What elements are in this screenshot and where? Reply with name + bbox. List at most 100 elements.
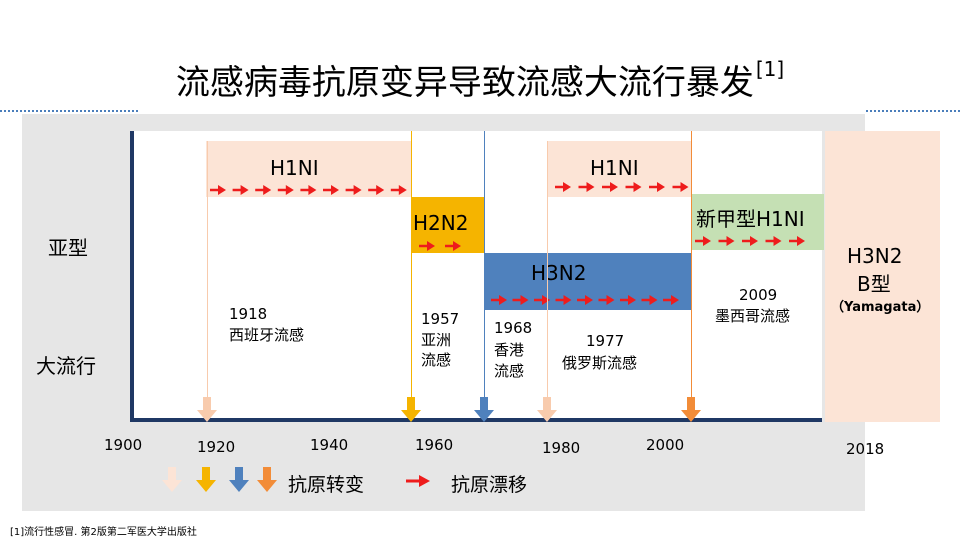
subtype-box-h2n2 (411, 197, 484, 253)
pandemic-year: 1977 (586, 332, 625, 350)
drift-arrow-icon (210, 185, 226, 195)
drift-arrow-icon (255, 185, 272, 195)
drift-arrow-icon (742, 236, 758, 246)
legend-shift-icon-4 (257, 467, 277, 492)
shift-arrow-shape (401, 397, 421, 422)
subtype-label: H1NI (270, 156, 319, 180)
subtype-label-b: B型 (857, 272, 891, 296)
pandemic-name: 香港 (494, 341, 525, 359)
x-tick-label: 2018 (846, 440, 885, 458)
shift-arrow-shape (537, 397, 557, 422)
legend-drift-icon (406, 475, 430, 487)
subtype-label: H1NI (590, 156, 639, 180)
x-axis (130, 418, 822, 422)
x-tick-label: 1960 (415, 436, 454, 454)
pandemic-year: 1957 (421, 310, 460, 328)
drift-arrow-icon (695, 236, 711, 246)
shift-arrow-1968-icon (474, 397, 494, 422)
pandemic-year: 2009 (739, 286, 778, 304)
drift-arrow-icon (534, 295, 550, 305)
legend-shift-icon-2 (196, 467, 216, 492)
subtype-label: 新甲型H1NI (696, 207, 805, 231)
event-line-2009 (691, 131, 692, 398)
event-line-1918 (207, 141, 208, 399)
shift-arrow-1918-icon (197, 397, 217, 422)
drift-arrow-icon (368, 185, 385, 195)
drift-arrow-icon (555, 182, 571, 192)
drift-arrow-icon (625, 182, 642, 192)
pandemic-name: 俄罗斯流感 (562, 354, 638, 372)
shift-arrow-shape (681, 397, 701, 422)
drift-arrow-icon (577, 295, 593, 305)
y-axis (130, 131, 134, 422)
subtype-label-yamagata: （Yamagata） (831, 300, 930, 315)
title-reference: [1] (755, 57, 785, 81)
drift-arrow-icon (300, 185, 317, 195)
slide-title: 流感病毒抗原变异导致流感大流行暴发 [1] (175, 57, 785, 103)
drift-arrow-group (695, 236, 805, 246)
pandemic-name-2: 流感 (494, 362, 525, 380)
drift-arrow-icon (445, 241, 461, 251)
legend-drift-label: 抗原漂移 (451, 474, 528, 496)
legend-shift-label: 抗原转变 (288, 474, 365, 496)
drift-arrow-icon (765, 236, 782, 246)
drift-arrow-icon (419, 241, 435, 251)
drift-arrow-icon (512, 295, 529, 305)
drift-arrow-group (491, 295, 679, 305)
legend-shift-icon-3 (229, 467, 249, 492)
drift-arrow-icon (718, 236, 735, 246)
pandemic-year: 1968 (494, 319, 533, 337)
event-line-1977 (547, 141, 548, 399)
drift-arrows-h1n1-late (554, 179, 694, 195)
drift-arrow-icon (620, 295, 636, 305)
drift-arrow-icon (602, 182, 618, 192)
x-tick-label: 1940 (310, 436, 349, 454)
event-line-1968 (484, 131, 485, 398)
drift-arrow-icon (663, 295, 679, 305)
drift-arrow-icon (345, 185, 362, 195)
drift-arrow-group (210, 185, 407, 195)
drift-arrow-icon (649, 182, 665, 192)
subtype-label: H2N2 (413, 211, 469, 235)
shift-arrow-shape (197, 397, 217, 422)
drift-arrow-icon (555, 295, 572, 305)
drift-arrow-icon (491, 295, 507, 305)
event-line-1957 (411, 131, 412, 398)
subtype-box-h3n2-b (825, 131, 940, 422)
drift-arrows-h3n2 (490, 292, 690, 308)
drift-arrow-icon (277, 185, 294, 195)
drift-arrows-h2n2 (418, 238, 478, 254)
x-tick-label: 1900 (104, 436, 143, 454)
drift-arrow-group (555, 182, 689, 192)
shift-arrow-shape (474, 397, 494, 422)
pandemic-name-2: 流感 (421, 351, 452, 369)
drift-arrow-icon (232, 185, 249, 195)
pandemic-name: 亚洲 (421, 331, 452, 349)
x-tick-label: 2000 (646, 436, 685, 454)
pandemic-name: 墨西哥流感 (715, 307, 791, 325)
drift-arrow-icon (323, 185, 339, 195)
row-label-pandemic: 大流行 (36, 354, 96, 378)
divider-right (866, 110, 960, 112)
legend-shift-icon-1 (162, 467, 182, 492)
drift-arrow-icon (672, 182, 689, 192)
subtype-box-h1n1-late (547, 141, 691, 197)
drift-arrow-icon (641, 295, 658, 305)
row-label-subtype: 亚型 (48, 236, 88, 260)
x-tick-label: 1980 (542, 439, 581, 457)
divider-left (0, 110, 138, 112)
drift-arrow-icon (578, 182, 595, 192)
shift-arrow-1977-icon (537, 397, 557, 422)
drift-arrow-icon (598, 295, 615, 305)
pandemic-name: 西班牙流感 (229, 326, 305, 344)
subtype-label: H3N2 (531, 261, 587, 285)
x-tick-label: 1920 (197, 438, 236, 456)
drift-arrow-icon (789, 236, 805, 246)
drift-arrows-h1n1-early (209, 182, 409, 198)
shift-arrow-2009-icon (681, 397, 701, 422)
pandemic-year: 1918 (229, 305, 268, 323)
drift-arrow-group (419, 241, 461, 251)
drift-arrows-new-h1n1 (694, 233, 809, 249)
footnote: [1]流行性感冒. 第2版第二军医大学出版社 (10, 527, 197, 538)
subtype-label: H3N2 (847, 244, 903, 268)
